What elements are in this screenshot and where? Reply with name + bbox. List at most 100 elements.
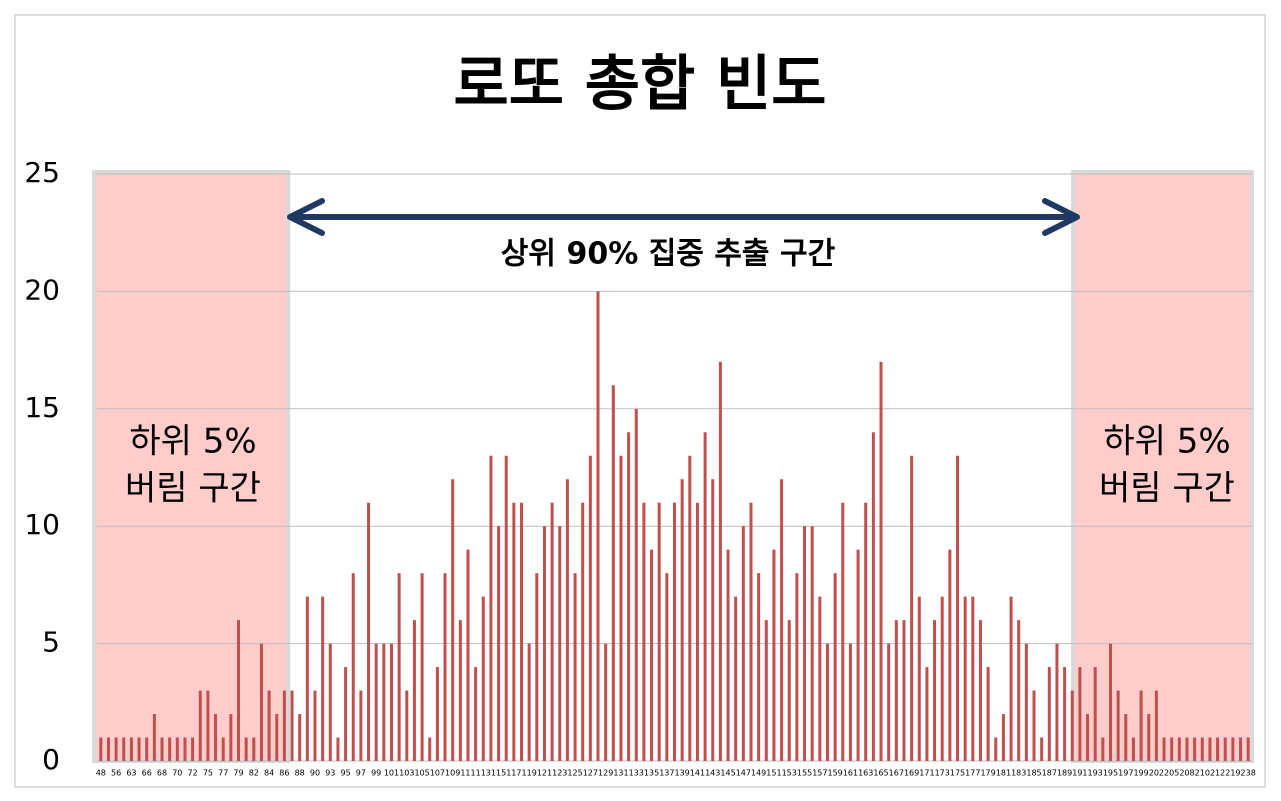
x-tick-label: 121 — [537, 769, 552, 778]
bar — [764, 620, 768, 761]
bar — [1093, 667, 1097, 761]
bar — [588, 455, 592, 761]
chart-title: 로또 총합 빈도 — [454, 50, 827, 120]
x-tick-label: 169 — [904, 769, 919, 778]
bar — [558, 526, 562, 761]
bar — [810, 526, 814, 761]
y-tick-label: 5 — [42, 626, 60, 659]
x-tick-label: 179 — [980, 769, 995, 778]
bar — [619, 455, 623, 761]
x-tick-label: 63 — [126, 769, 136, 778]
x-tick-label: 97 — [356, 769, 366, 778]
x-tick-label: 70 — [172, 769, 182, 778]
bar — [237, 620, 241, 761]
bar — [504, 455, 508, 761]
bar — [451, 479, 455, 761]
arrow-head — [1042, 198, 1080, 236]
x-tick-label: 238 — [1241, 769, 1256, 778]
bar — [833, 573, 837, 761]
x-tick-label: 127 — [583, 769, 598, 778]
bar — [871, 432, 875, 761]
bar — [688, 455, 692, 761]
bar — [466, 549, 470, 761]
bar — [344, 667, 348, 761]
zone-label: 버림 구간 — [1099, 469, 1235, 509]
bar — [894, 620, 898, 761]
bar — [290, 690, 294, 761]
bar — [711, 479, 715, 761]
bar — [1162, 737, 1166, 761]
x-tick-label: 165 — [873, 769, 888, 778]
bar — [634, 408, 638, 761]
x-tick-label: 119 — [522, 769, 537, 778]
bar — [1231, 737, 1235, 761]
bar — [160, 737, 164, 761]
x-tick-label: 195 — [1103, 769, 1118, 778]
x-tick-label: 84 — [264, 769, 274, 778]
bar — [122, 737, 126, 761]
x-tick-label: 101 — [384, 769, 399, 778]
bar — [1147, 714, 1151, 761]
bar — [818, 596, 822, 761]
x-tick-label: 111 — [460, 769, 475, 778]
bar — [787, 620, 791, 761]
bar — [1009, 596, 1013, 761]
x-tick-label: 149 — [751, 769, 766, 778]
bar — [1078, 667, 1082, 761]
x-tick-label: 86 — [279, 769, 289, 778]
zone-label: 버림 구간 — [125, 469, 261, 509]
bar — [1139, 690, 1143, 761]
bar — [665, 573, 669, 761]
bar — [726, 549, 730, 761]
bar — [1101, 737, 1105, 761]
bar — [152, 714, 156, 761]
bar — [489, 455, 493, 761]
bar — [1047, 667, 1051, 761]
bar — [435, 667, 439, 761]
bar — [313, 690, 317, 761]
bar — [856, 549, 860, 761]
bar — [252, 737, 256, 761]
x-tick-label: 185 — [1026, 769, 1041, 778]
bar — [175, 737, 179, 761]
bar — [1177, 737, 1181, 761]
bar — [963, 596, 967, 761]
bar — [183, 737, 187, 761]
x-tick-label: 137 — [659, 769, 674, 778]
x-tick-label: 167 — [889, 769, 904, 778]
bar — [1216, 737, 1220, 761]
bar — [336, 737, 340, 761]
bar — [328, 643, 332, 761]
x-tick-label: 183 — [1011, 769, 1026, 778]
x-tick-label: 66 — [142, 769, 152, 778]
bar — [604, 643, 608, 761]
bar — [795, 573, 799, 761]
x-tick-label: 161 — [843, 769, 858, 778]
x-tick-label: 79 — [233, 769, 243, 778]
x-tick-label: 88 — [295, 769, 305, 778]
x-tick-label: 77 — [218, 769, 228, 778]
bar — [841, 502, 845, 761]
x-tick-label: 187 — [1042, 769, 1057, 778]
bar — [367, 502, 371, 761]
x-tick-label: 125 — [567, 769, 582, 778]
y-tick-label: 25 — [24, 156, 60, 189]
bar — [718, 361, 722, 761]
bar — [940, 596, 944, 761]
bar — [1239, 737, 1243, 761]
bar — [1063, 667, 1067, 761]
bar — [275, 714, 279, 761]
x-tick-label: 93 — [325, 769, 335, 778]
bar — [267, 690, 271, 761]
bar — [902, 620, 906, 761]
x-tick-label: 177 — [965, 769, 980, 778]
y-tick-label: 10 — [24, 508, 60, 541]
bar — [657, 502, 661, 761]
bar — [925, 667, 929, 761]
bar — [497, 526, 501, 761]
y-tick-label: 0 — [42, 743, 60, 776]
x-tick-label: 95 — [340, 769, 350, 778]
x-tick-label: 193 — [1088, 769, 1103, 778]
x-tick-label: 153 — [782, 769, 797, 778]
x-tick-label: 171 — [919, 769, 934, 778]
